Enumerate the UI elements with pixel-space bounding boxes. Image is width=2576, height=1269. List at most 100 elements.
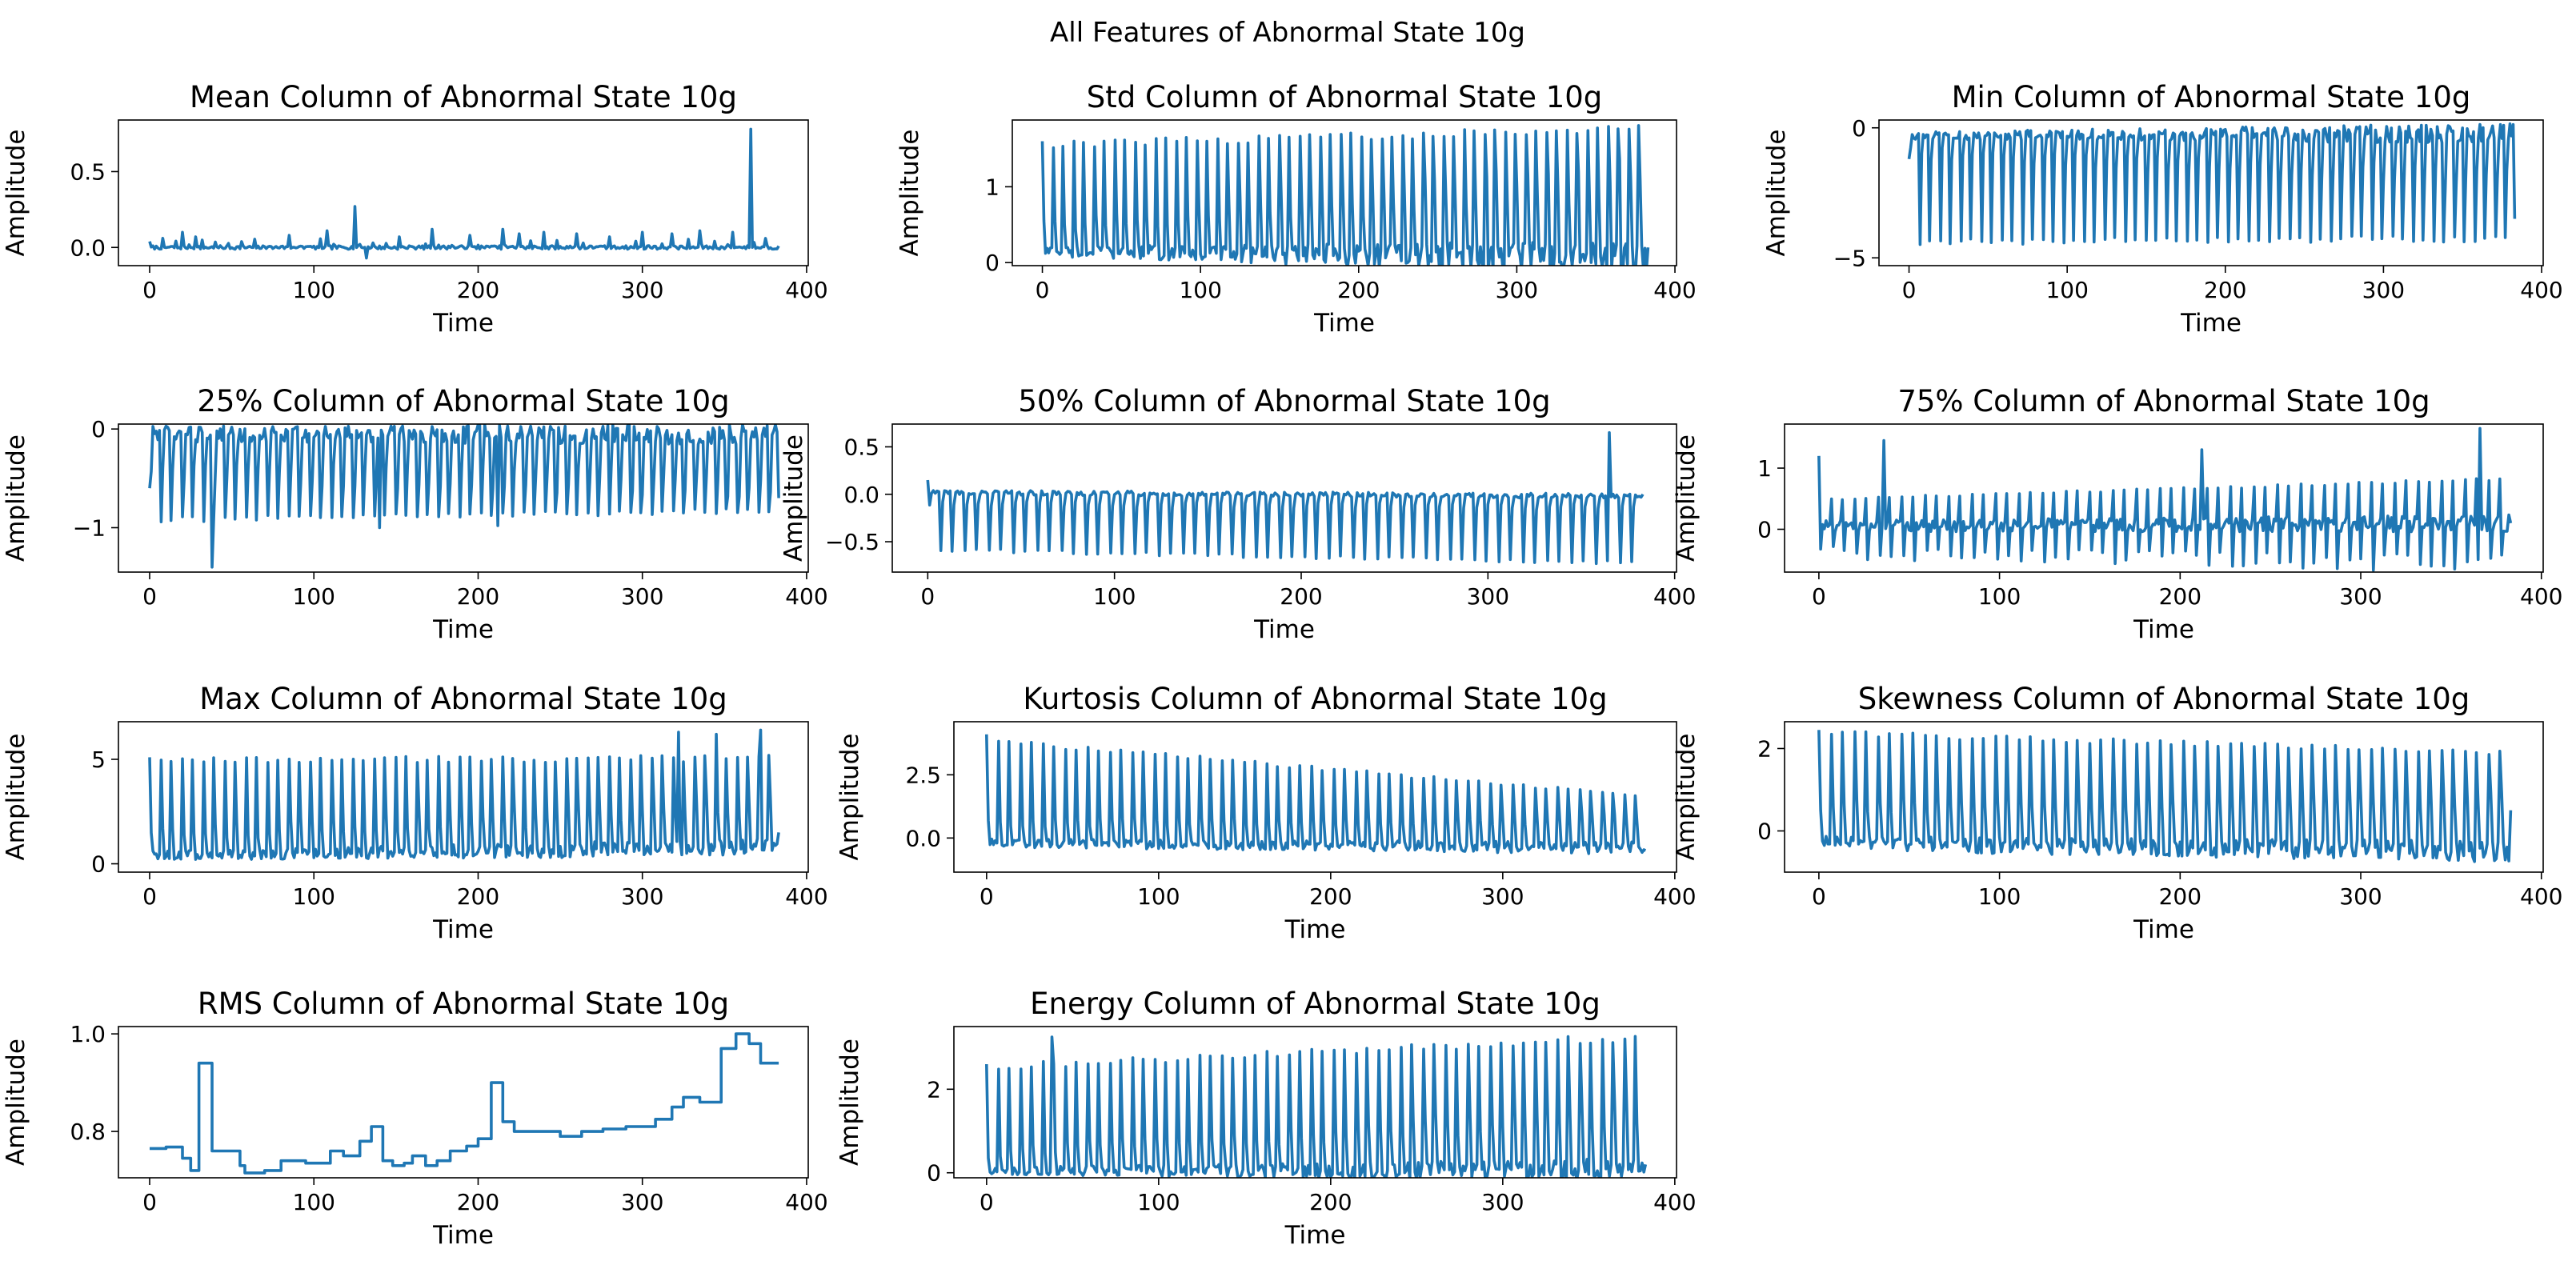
subplot-title: Std Column of Abnormal State 10g	[1087, 80, 1603, 114]
x-axis-label: Time	[1284, 1221, 1346, 1250]
x-tick-label: 0	[1812, 583, 1826, 610]
subplot-title: RMS Column of Abnormal State 10g	[198, 987, 729, 1021]
subplot-10: RMS Column of Abnormal State 10g 0 100 200 3…	[2, 987, 828, 1250]
x-tick-label: 100	[1137, 883, 1180, 910]
subplot-title: Energy Column of Abnormal State 10g	[1030, 987, 1600, 1021]
plot-frame	[118, 119, 809, 266]
y-tick-label: 1.0	[70, 1021, 106, 1047]
subplot-6: 75% Column of Abnormal State 10g 0 100 200 3…	[1672, 384, 2562, 644]
subplot-title: Max Column of Abnormal State 10g	[199, 682, 727, 716]
y-tick-label: 0.0	[905, 825, 941, 851]
x-tick-label: 400	[785, 1189, 827, 1215]
y-tick-label: −1	[73, 515, 106, 542]
plot-frame	[118, 423, 809, 573]
x-tick-label: 200	[457, 883, 499, 910]
x-tick-label: 400	[1653, 1189, 1696, 1215]
y-tick-label: 0.5	[70, 158, 106, 185]
plot-frame	[118, 1026, 809, 1179]
y-tick-label: 0.0	[70, 234, 106, 261]
x-tick-label: 300	[2339, 883, 2382, 910]
series-line	[148, 127, 780, 260]
series-line	[1040, 124, 1650, 266]
x-tick-label: 0	[142, 583, 157, 610]
y-tick-label: 2	[1757, 735, 1772, 762]
subplot-8: Kurtosis Column of Abnormal State 10g 0 10…	[835, 682, 1697, 944]
series-line	[148, 728, 780, 861]
subplot-3: Min Column of Abnormal State 10g 0 100 200 3…	[1762, 80, 2563, 338]
y-axis-label: Amplitude	[1762, 130, 1791, 257]
x-tick-label: 100	[1978, 883, 2021, 910]
x-tick-label: 300	[621, 1189, 663, 1215]
x-tick-label: 100	[293, 883, 335, 910]
x-tick-label: 300	[2362, 277, 2405, 303]
x-tick-label: 100	[293, 277, 335, 303]
x-tick-label: 200	[1280, 583, 1322, 610]
y-tick-label: 5	[91, 747, 106, 773]
series-line	[1817, 426, 2513, 572]
x-tick-label: 100	[1179, 277, 1221, 303]
x-tick-label: 400	[2520, 277, 2562, 303]
plot-frame	[953, 1026, 1677, 1179]
x-tick-label: 0	[142, 277, 157, 303]
subplot-title: Mean Column of Abnormal State 10g	[190, 80, 737, 114]
subplot-title: 25% Column of Abnormal State 10g	[197, 384, 729, 418]
x-tick-label: 300	[621, 583, 663, 610]
x-axis-label: Time	[432, 309, 494, 338]
y-axis-label: Amplitude	[779, 434, 808, 562]
x-tick-label: 0	[980, 1189, 994, 1215]
x-axis-label: Time	[432, 915, 494, 944]
y-axis-label: Amplitude	[2, 1039, 30, 1166]
series-line	[1907, 122, 2517, 246]
y-tick-label: −5	[1833, 245, 1866, 271]
x-tick-label: 0	[142, 883, 157, 910]
subplot-title: Skewness Column of Abnormal State 10g	[1858, 682, 2470, 716]
x-axis-label: Time	[2133, 615, 2194, 644]
x-axis-label: Time	[2180, 309, 2241, 338]
x-tick-label: 0	[1902, 277, 1917, 303]
subplot-1: Mean Column of Abnormal State 10g 0 100 200…	[2, 80, 828, 338]
y-tick-label: 0	[1757, 818, 1772, 844]
x-axis-label: Time	[2133, 915, 2194, 944]
subplot-11: Energy Column of Abnormal State 10g 0 100 2…	[835, 987, 1697, 1250]
y-axis-label: Amplitude	[835, 1039, 864, 1166]
plot-frame	[953, 721, 1677, 873]
x-tick-label: 300	[1481, 1189, 1524, 1215]
x-tick-label: 300	[621, 277, 663, 303]
y-tick-label: 1	[1757, 455, 1772, 482]
plot-frame	[1878, 119, 2544, 266]
x-axis-label: Time	[432, 1221, 494, 1250]
y-tick-label: 2	[927, 1076, 941, 1103]
x-tick-label: 200	[1337, 277, 1380, 303]
x-tick-label: 0	[142, 1189, 157, 1215]
y-tick-label: 2.5	[905, 762, 941, 788]
x-tick-label: 200	[457, 1189, 499, 1215]
subplot-9: Skewness Column of Abnormal State 10g 0 10…	[1672, 682, 2562, 944]
y-tick-label: 0.0	[843, 482, 879, 508]
x-tick-label: 400	[785, 583, 827, 610]
x-axis-label: Time	[1284, 915, 1346, 944]
plot-frame	[1784, 721, 2544, 873]
figure-suptitle: All Features of Abnormal State 10g	[1050, 17, 1525, 49]
subplot-7: Max Column of Abnormal State 10g 0 100 200 3…	[2, 682, 828, 944]
x-axis-label: Time	[1313, 309, 1375, 338]
y-tick-label: 0	[91, 416, 106, 442]
x-tick-label: 300	[2339, 583, 2382, 610]
y-tick-label: 0	[985, 250, 1000, 276]
x-tick-label: 0	[1812, 883, 1826, 910]
y-tick-label: −0.5	[825, 529, 879, 555]
x-tick-label: 400	[2520, 583, 2562, 610]
x-tick-label: 200	[457, 583, 499, 610]
subplot-5: 50% Column of Abnormal State 10g 0 100 200 3…	[779, 384, 1696, 644]
x-tick-label: 100	[1093, 583, 1136, 610]
y-tick-label: 0.5	[843, 434, 879, 460]
x-tick-label: 200	[2159, 583, 2201, 610]
plot-frame	[1784, 423, 2544, 573]
x-tick-label: 400	[2520, 883, 2562, 910]
x-tick-label: 0	[1036, 277, 1050, 303]
x-tick-label: 100	[1137, 1189, 1180, 1215]
y-axis-label: Amplitude	[2, 734, 30, 861]
series-line	[148, 424, 780, 569]
series-line	[985, 734, 1647, 855]
x-tick-label: 400	[1653, 277, 1696, 303]
